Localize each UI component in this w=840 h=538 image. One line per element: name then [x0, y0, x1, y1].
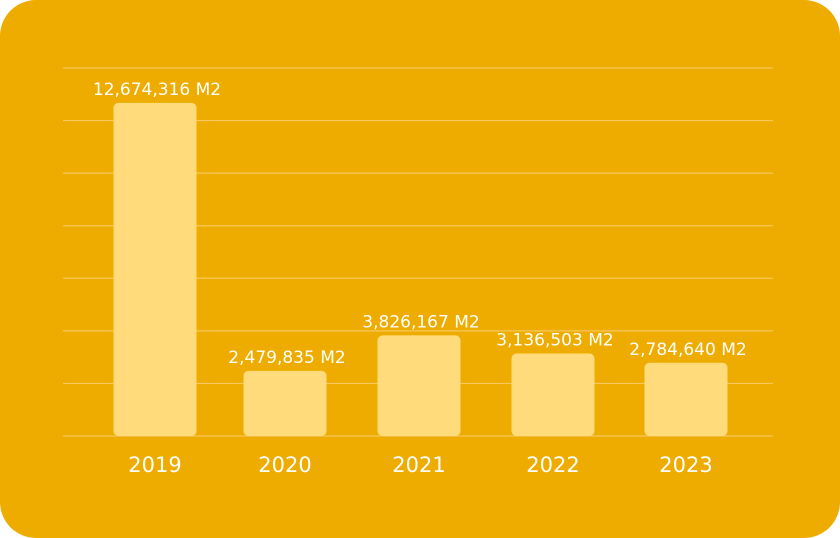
data-label: 3,136,503 M2 [496, 331, 613, 351]
bar-2022 [511, 353, 595, 436]
x-tick-label: 2019 [128, 453, 181, 477]
bar-2023 [644, 362, 728, 436]
data-label: 12,674,316 M2 [93, 80, 221, 100]
bar-2020 [243, 370, 327, 436]
x-tick-label: 2021 [392, 453, 445, 477]
bar-2019 [113, 102, 197, 436]
bar-2021 [377, 335, 461, 436]
data-label: 2,479,835 M2 [228, 348, 345, 368]
x-tick-label: 2020 [258, 453, 311, 477]
x-tick-label: 2023 [659, 453, 712, 477]
data-label: 2,784,640 M2 [629, 340, 746, 360]
data-label: 3,826,167 M2 [362, 312, 479, 332]
x-tick-label: 2022 [526, 453, 579, 477]
